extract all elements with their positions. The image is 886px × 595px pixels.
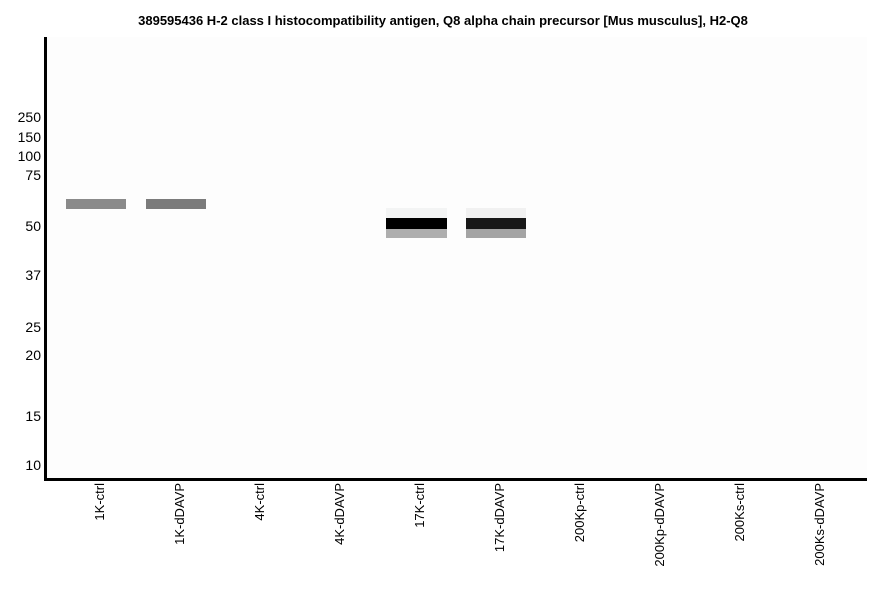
y-tick-label-10: 10 (25, 457, 41, 473)
y-tick-label-50: 50 (25, 218, 41, 234)
y-tick-label-15: 15 (25, 408, 41, 424)
lane-label-17K-dDAVP: 17K-dDAVP (492, 483, 507, 553)
gel-band-17K-dDAVP (466, 218, 526, 229)
y-tick-label-150: 150 (17, 129, 41, 145)
y-tick-label-20: 20 (25, 347, 41, 363)
gel-band-17K-ctrl (386, 218, 447, 229)
gel-band-1K-ctrl (66, 199, 126, 209)
lane-label-200Ks-ctrl: 200Ks-ctrl (732, 483, 747, 542)
y-tick-label-250: 250 (17, 109, 41, 125)
lane-label-4K-ctrl: 4K-ctrl (252, 483, 267, 521)
lane-label-200Ks-dDAVP: 200Ks-dDAVP (812, 483, 827, 566)
gel-band-17K-dDAVP (466, 229, 526, 238)
lane-label-1K-dDAVP: 1K-dDAVP (172, 483, 187, 545)
plot-area (47, 37, 867, 478)
y-tick-label-25: 25 (25, 319, 41, 335)
gel-band-17K-ctrl (386, 229, 447, 238)
lane-label-1K-ctrl: 1K-ctrl (92, 483, 107, 521)
y-tick-label-100: 100 (17, 148, 41, 164)
chart-title: 389595436 H-2 class I histocompatibility… (138, 13, 748, 28)
lane-label-17K-ctrl: 17K-ctrl (412, 483, 427, 528)
y-axis-line (44, 37, 47, 481)
gel-band-17K-dDAVP (466, 208, 526, 218)
y-tick-label-75: 75 (25, 167, 41, 183)
gel-band-1K-dDAVP (146, 199, 206, 209)
gel-band-17K-ctrl (386, 208, 447, 218)
x-axis-line (44, 478, 867, 481)
lane-label-4K-dDAVP: 4K-dDAVP (332, 483, 347, 545)
y-tick-label-37: 37 (25, 267, 41, 283)
lane-label-200Kp-dDAVP: 200Kp-dDAVP (652, 483, 667, 567)
lane-label-200Kp-ctrl: 200Kp-ctrl (572, 483, 587, 543)
